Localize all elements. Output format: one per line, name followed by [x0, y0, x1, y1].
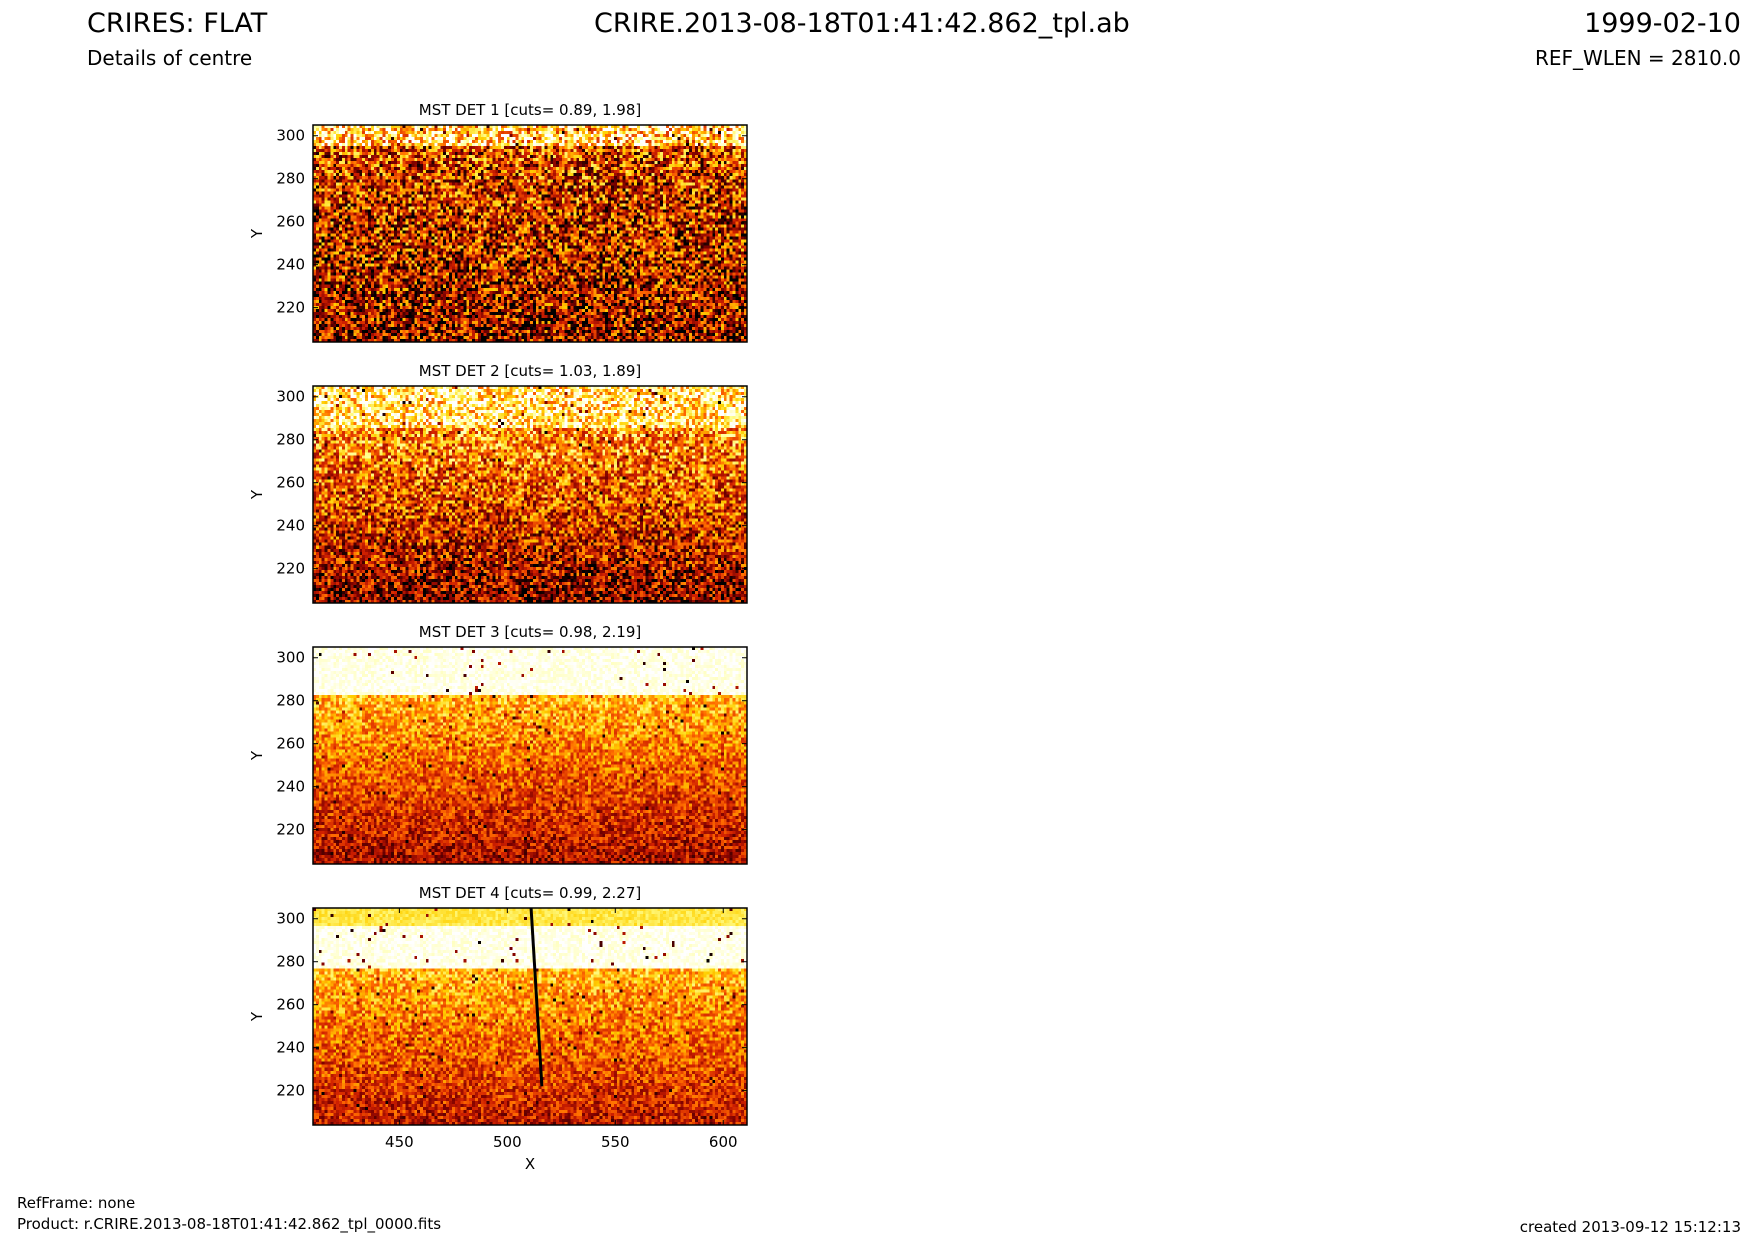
page-title: CRIRES: FLAT [87, 8, 268, 39]
detector-panel-2: MST DET 2 [cuts= 1.03, 1.89] 220 240 260 280… [248, 362, 748, 604]
heatmap-image [313, 908, 747, 1125]
y-tick-label: 280 [276, 953, 305, 971]
y-tick-label: 220 [276, 821, 305, 839]
ref-wlen-label: REF_WLEN = 2810.0 [1534, 46, 1741, 70]
y-tick-label: 300 [276, 127, 305, 145]
y-tick-label: 300 [276, 910, 305, 928]
y-tick-label: 300 [276, 388, 305, 406]
x-tick-label: 450 [385, 1133, 414, 1151]
y-tick-label: 220 [276, 299, 305, 317]
date-label: 1999-02-10 [1584, 8, 1741, 39]
panel-frame [312, 646, 748, 865]
y-tick-label: 280 [276, 170, 305, 188]
file-title: CRIRE.2013-08-18T01:41:42.862_tpl.ab [594, 8, 1130, 39]
page-subtitle: Details of centre [87, 46, 253, 70]
product-label: Product: r.CRIRE.2013-08-18T01:41:42.862… [17, 1215, 442, 1233]
created-label: created 2013-09-12 15:12:13 [1519, 1218, 1741, 1236]
panel-frame [312, 907, 748, 1126]
y-tick-label: 260 [276, 996, 305, 1014]
x-tick-label: 500 [493, 1133, 522, 1151]
panel-frame [312, 385, 748, 604]
heatmap-image [313, 386, 747, 603]
y-tick-label: 240 [276, 256, 305, 274]
heatmap-image [313, 125, 747, 342]
y-tick-label: 220 [276, 560, 305, 578]
detector-panel-4: MST DET 4 [cuts= 0.99, 2.27] 220 240 260 280… [248, 884, 748, 1173]
y-tick-label: 300 [276, 649, 305, 667]
panel-title: MST DET 1 [cuts= 0.89, 1.98] [419, 101, 642, 119]
y-axis-label: Y [248, 489, 266, 500]
y-tick-label: 280 [276, 692, 305, 710]
refframe-label: RefFrame: none [17, 1194, 136, 1212]
y-tick-label: 240 [276, 517, 305, 535]
y-tick-label: 280 [276, 431, 305, 449]
x-axis-label: X [525, 1155, 535, 1173]
x-tick-label: 550 [601, 1133, 630, 1151]
y-tick-label: 260 [276, 213, 305, 231]
x-tick-label: 600 [709, 1133, 738, 1151]
detector-panel-3: MST DET 3 [cuts= 0.98, 2.19] 220 240 260 280… [248, 623, 748, 865]
y-tick-label: 240 [276, 1039, 305, 1057]
panel-title: MST DET 2 [cuts= 1.03, 1.89] [419, 362, 642, 380]
panel-title: MST DET 4 [cuts= 0.99, 2.27] [419, 884, 642, 902]
panel-title: MST DET 3 [cuts= 0.98, 2.19] [419, 623, 642, 641]
y-tick-label: 220 [276, 1082, 305, 1100]
y-tick-label: 260 [276, 735, 305, 753]
heatmap-image [313, 647, 747, 864]
y-axis-label: Y [248, 228, 266, 239]
dark-streak [529, 907, 544, 1087]
y-tick-label: 260 [276, 474, 305, 492]
y-axis-label: Y [248, 1011, 266, 1022]
panel-frame [312, 124, 748, 343]
y-axis-label: Y [248, 750, 266, 761]
detector-panel-1: MST DET 1 [cuts= 0.89, 1.98] 220 240 260 280… [248, 101, 748, 343]
y-tick-label: 240 [276, 778, 305, 796]
